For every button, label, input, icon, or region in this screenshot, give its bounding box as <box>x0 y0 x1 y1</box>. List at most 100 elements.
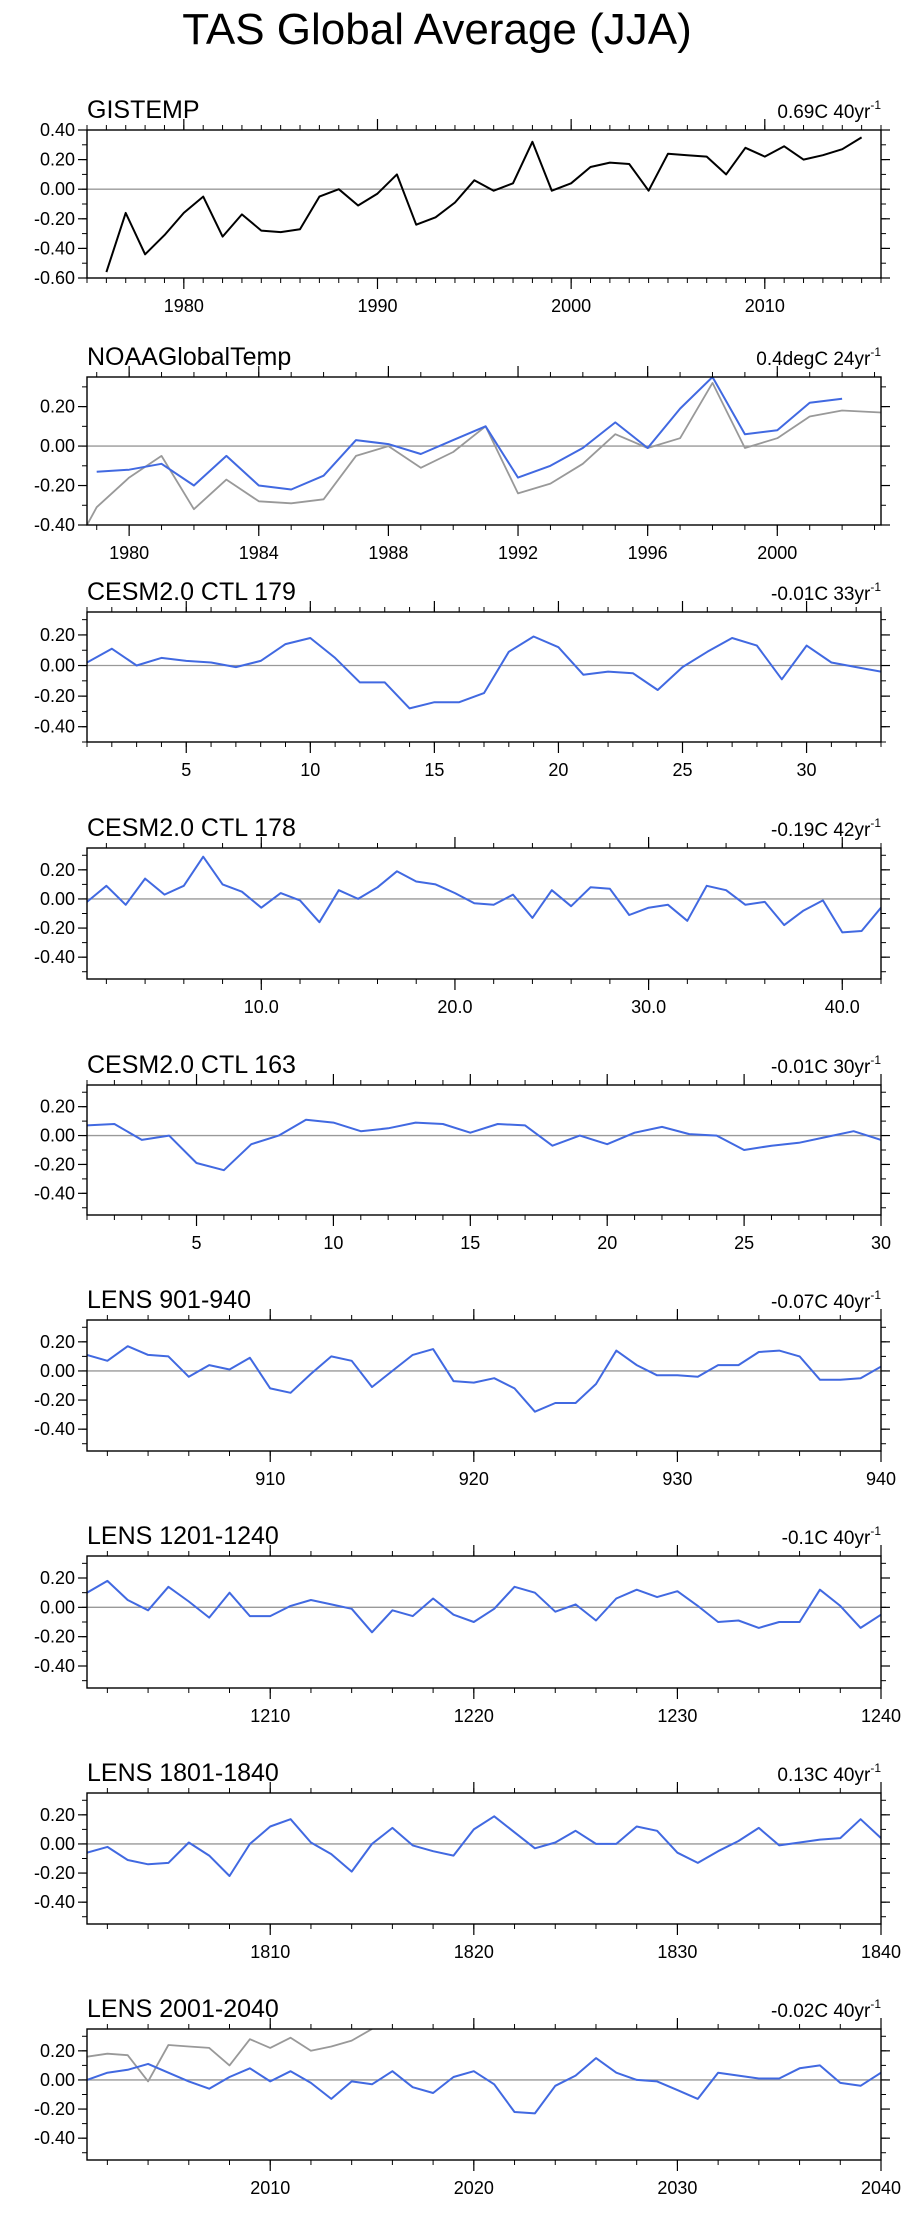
trend-label: -0.19C 42yr-1 <box>771 816 881 841</box>
x-tick-label: 5 <box>181 760 191 780</box>
figure-title: TAS Global Average (JJA) <box>182 5 691 54</box>
trend-label: -0.01C 33yr-1 <box>771 580 881 605</box>
trend-label: -0.1C 40yr-1 <box>782 1524 882 1549</box>
x-tick-label: 1980 <box>164 296 204 316</box>
panel-7: LENS 1201-1240 -0.1C 40yr-1 1210 1220 1230 12… <box>34 1522 901 1726</box>
plot-frame <box>86 847 882 980</box>
y-tick-label: -0.40 <box>34 238 75 258</box>
x-tick-label: 40.0 <box>825 997 860 1017</box>
y-tick-label: -0.40 <box>34 717 75 737</box>
y-tick-label: -0.40 <box>34 1183 75 1203</box>
plot-frame <box>86 1319 882 1452</box>
plot-frame <box>86 1084 882 1216</box>
x-tick-label: 1996 <box>628 543 668 563</box>
x-tick-label: 25 <box>734 1233 754 1253</box>
x-tick-label: 1230 <box>657 1706 697 1726</box>
y-tick-label: -0.40 <box>34 1656 75 1676</box>
x-tick-label: 1840 <box>861 1942 901 1962</box>
y-tick-label: 0.20 <box>40 1568 75 1588</box>
plot-frame <box>86 376 882 526</box>
x-tick-label: 10.0 <box>244 997 279 1017</box>
x-tick-label: 15 <box>424 760 444 780</box>
x-tick-label: 1810 <box>250 1942 290 1962</box>
x-tick-label: 15 <box>460 1233 480 1253</box>
series-line-lens-2001-2040 <box>87 2057 881 2115</box>
panel-8: LENS 1801-1840 0.13C 40yr-1 1810 1820 1830 18… <box>34 1759 901 1962</box>
panel-title: GISTEMP <box>87 96 200 124</box>
x-tick-label: 1984 <box>239 543 279 563</box>
series-line-gistemp <box>87 381 881 525</box>
y-tick-label: -0.20 <box>34 1154 75 1174</box>
y-tick-label: -0.20 <box>34 918 75 938</box>
x-tick-label: 30 <box>871 1233 891 1253</box>
y-tick-label: 0.20 <box>40 2041 75 2061</box>
panel-6: LENS 901-940 -0.07C 40yr-1 910 920 930 940 0.2… <box>34 1286 896 1489</box>
y-tick-label: -0.40 <box>34 947 75 967</box>
y-tick-label: -0.40 <box>34 1892 75 1912</box>
y-tick-label: 0.20 <box>40 860 75 880</box>
y-tick-label: 0.20 <box>40 150 75 170</box>
panel-9: LENS 2001-2040 -0.02C 40yr-1 2010 2020 2030 2… <box>34 1995 901 2198</box>
y-tick-label: 0.40 <box>40 120 75 140</box>
y-tick-label: 0.00 <box>40 656 75 676</box>
series-line-gistemp <box>87 2029 373 2083</box>
panel-title: LENS 901-940 <box>87 1286 251 1314</box>
x-tick-label: 940 <box>866 1469 896 1489</box>
x-tick-label: 20 <box>597 1233 617 1253</box>
y-tick-label: -0.20 <box>34 686 75 706</box>
trend-label: -0.01C 30yr-1 <box>771 1053 881 1078</box>
x-tick-label: 1210 <box>250 1706 290 1726</box>
x-tick-label: 1992 <box>498 543 538 563</box>
x-tick-label: 2020 <box>454 2178 494 2198</box>
y-tick-label: 0.00 <box>40 889 75 909</box>
panel-2: NOAAGlobalTemp 0.4degC 24yr-1 1980 1984 1988… <box>34 343 890 563</box>
x-tick-label: 1988 <box>368 543 408 563</box>
panel-1: GISTEMP 0.69C 40yr-1 1980 1990 2000 2010 0.40 0… <box>34 96 890 316</box>
panel-title: CESM2.0 CTL 179 <box>87 578 296 606</box>
y-tick-label: 0.00 <box>40 1834 75 1854</box>
panel-title: LENS 1201-1240 <box>87 1522 279 1550</box>
y-tick-label: 0.20 <box>40 397 75 417</box>
y-tick-label: 0.00 <box>40 1126 75 1146</box>
y-tick-label: 0.00 <box>40 436 75 456</box>
y-tick-label: 0.00 <box>40 179 75 199</box>
x-tick-label: 30.0 <box>631 997 666 1017</box>
x-tick-label: 25 <box>672 760 692 780</box>
x-tick-label: 20 <box>548 760 568 780</box>
series-line-gistemp <box>105 136 863 273</box>
y-tick-label: 0.00 <box>40 1361 75 1381</box>
x-tick-label: 910 <box>255 1469 285 1489</box>
x-tick-label: 1220 <box>454 1706 494 1726</box>
x-tick-label: 10 <box>300 760 320 780</box>
x-tick-label: 1240 <box>861 1706 901 1726</box>
trend-label: -0.07C 40yr-1 <box>771 1288 881 1313</box>
trend-label: 0.69C 40yr-1 <box>777 98 881 123</box>
x-tick-label: 1830 <box>657 1942 697 1962</box>
y-tick-label: -0.20 <box>34 1863 75 1883</box>
y-tick-label: 0.20 <box>40 1097 75 1117</box>
panel-title: CESM2.0 CTL 178 <box>87 814 296 842</box>
panel-title: NOAAGlobalTemp <box>87 343 291 371</box>
series-line-lens-1201-1240 <box>87 1579 881 1634</box>
panel-3: CESM2.0 CTL 179 -0.01C 33yr-1 5 10 15 20 25 30 0… <box>34 578 890 780</box>
y-tick-label: -0.20 <box>34 1390 75 1410</box>
panel-title: LENS 2001-2040 <box>87 1995 279 2023</box>
x-tick-label: 1820 <box>454 1942 494 1962</box>
x-tick-label: 5 <box>192 1233 202 1253</box>
x-tick-label: 2010 <box>745 296 785 316</box>
series-line-ctl-179 <box>87 635 881 710</box>
plot-frame <box>86 1792 882 1925</box>
x-tick-label: 930 <box>662 1469 692 1489</box>
y-tick-label: -0.20 <box>34 2099 75 2119</box>
panel-title: CESM2.0 CTL 163 <box>87 1051 296 1079</box>
x-tick-label: 1980 <box>109 543 149 563</box>
y-tick-label: -0.40 <box>34 515 75 535</box>
x-tick-label: 1990 <box>357 296 397 316</box>
series-line-ctl-163 <box>87 1118 881 1172</box>
y-tick-label: -0.60 <box>34 268 75 288</box>
series-line-noaaglobaltemp <box>96 377 843 491</box>
plot-frame <box>86 2028 882 2161</box>
y-tick-label: -0.40 <box>34 1419 75 1439</box>
